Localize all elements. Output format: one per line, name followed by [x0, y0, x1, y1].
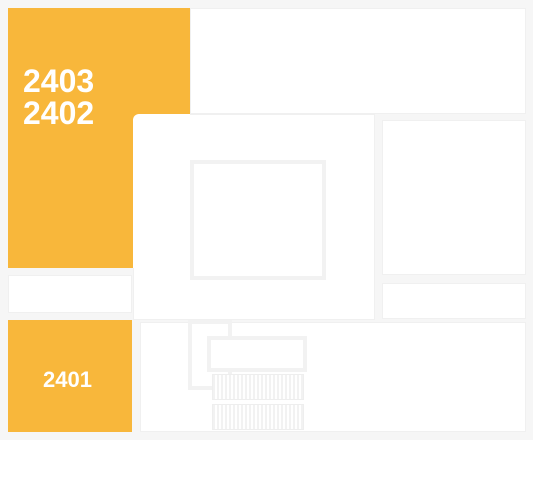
unit-2401[interactable]: 2401 — [8, 320, 132, 432]
room-right-middle — [382, 283, 526, 319]
room-top-right — [190, 8, 526, 114]
room-right-upper — [382, 120, 526, 275]
unit-label-2401: 2401 — [43, 367, 92, 392]
corridor-left — [8, 275, 132, 313]
unit-label-2402: 2402 — [23, 95, 95, 131]
room-central-notch — [133, 114, 190, 268]
unit-label-2403: 2403 — [23, 63, 95, 99]
elevator-car-3 — [270, 343, 300, 367]
stairs-upper — [212, 374, 304, 400]
inner-square — [198, 168, 318, 272]
elevator-car-2 — [232, 343, 262, 367]
stairs-lower — [212, 404, 304, 430]
elevator-car-1 — [214, 343, 226, 367]
